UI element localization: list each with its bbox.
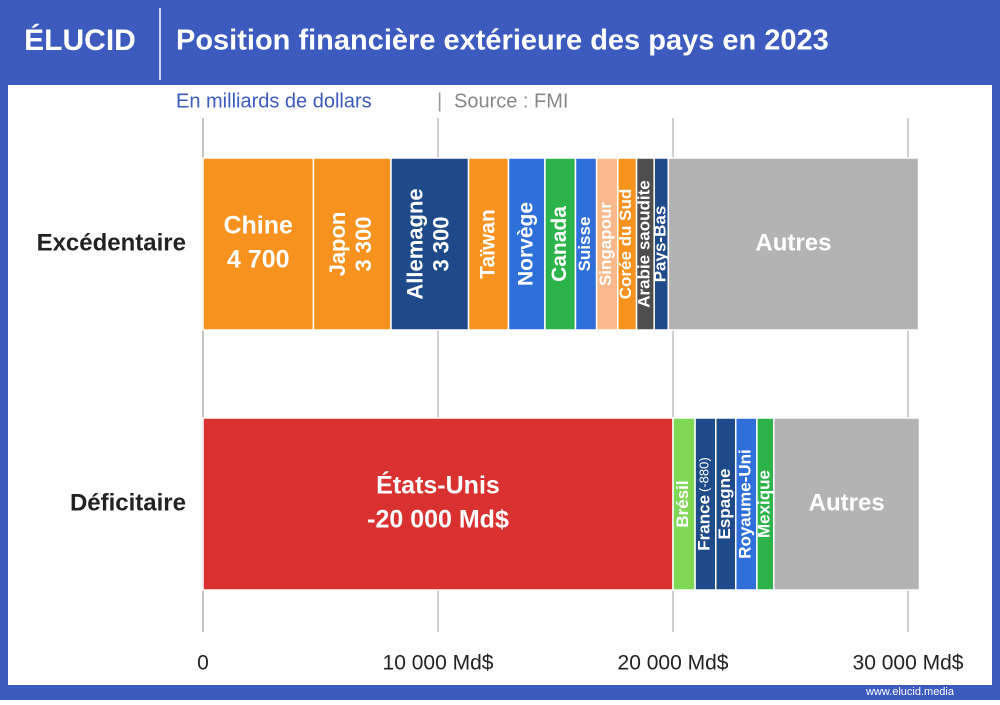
segment-name: Chine <box>223 212 293 240</box>
x-tick-label: 10 000 Md$ <box>383 652 494 675</box>
segment-name-text: Norvège <box>514 202 537 286</box>
footer: www.elucid.media <box>865 686 955 698</box>
segment-name: Japon <box>325 212 350 277</box>
segment-name-text: Singapour <box>597 202 616 286</box>
segment-name: Royaume-Uni <box>736 449 755 559</box>
segment-name-text: Mexique <box>755 470 774 538</box>
segment-name-text: Pays-Bas <box>651 206 670 283</box>
segment-name: Allemagne <box>403 188 428 299</box>
y-tick-label: Déficitaire <box>70 489 186 516</box>
segment-name-text: Suisse <box>576 217 595 272</box>
bar-segment <box>773 417 921 591</box>
bar-segment <box>507 157 546 331</box>
segment-name-text: Corée du Sud <box>617 189 636 300</box>
segment-value-label: 3 300 <box>351 216 376 271</box>
segment-name-text: Taïwan <box>476 209 499 279</box>
bar-segment <box>544 157 577 331</box>
segment-name-text: Royaume-Uni <box>736 449 755 559</box>
segment-name: Singapour <box>597 202 616 286</box>
x-tick-label: 20 000 Md$ <box>618 652 729 675</box>
bar-segment <box>312 157 392 331</box>
x-tick-label: 0 <box>197 652 209 675</box>
segment-name: Autres <box>755 229 831 256</box>
segment-name: Pays-Bas <box>651 206 670 283</box>
segment-name: États-Unis <box>376 471 500 500</box>
segment-name: Taïwan <box>476 209 499 279</box>
segment-name: Arabie saoudite <box>635 180 654 308</box>
segment-name: Espagne <box>715 469 734 540</box>
segment-name: France (-880) <box>695 457 714 550</box>
separator: | <box>437 90 442 112</box>
segment-value-label: 4 700 <box>227 246 290 274</box>
logo: ÉLUCID <box>24 23 136 57</box>
segment-name-text: France <box>695 495 714 551</box>
x-tick-label: 30 000 Md$ <box>853 652 964 675</box>
subtitle: En milliards de dollars <box>176 90 372 112</box>
segment-name: Mexique <box>755 470 774 538</box>
segment-name: Brésil <box>674 480 693 527</box>
y-tick-label: Excédentaire <box>37 229 186 256</box>
segment-name: Suisse <box>576 217 595 272</box>
segment-value-label: (-880) <box>697 457 712 492</box>
segment-name-text: Canada <box>548 206 571 282</box>
segment-name-text: Brésil <box>674 480 693 527</box>
segment-value-label: 3 300 <box>429 216 454 271</box>
bar-segment <box>202 417 674 591</box>
segment-name-text: Arabie saoudite <box>635 180 654 308</box>
bar-segment <box>467 157 510 331</box>
source: Source : FMI <box>454 90 568 112</box>
segment-name: Canada <box>548 206 571 282</box>
bar-segment <box>202 157 315 331</box>
segment-name: Norvège <box>514 202 537 286</box>
segment-name: Autres <box>809 489 885 516</box>
bar-segment <box>390 157 470 331</box>
bar-segment <box>667 157 920 331</box>
segment-name-text: Espagne <box>715 469 734 540</box>
segment-name: Corée du Sud <box>617 189 636 300</box>
chart-title: Position financière extérieure des pays … <box>176 25 829 57</box>
segment-value-label: -20 000 Md$ <box>367 506 509 534</box>
